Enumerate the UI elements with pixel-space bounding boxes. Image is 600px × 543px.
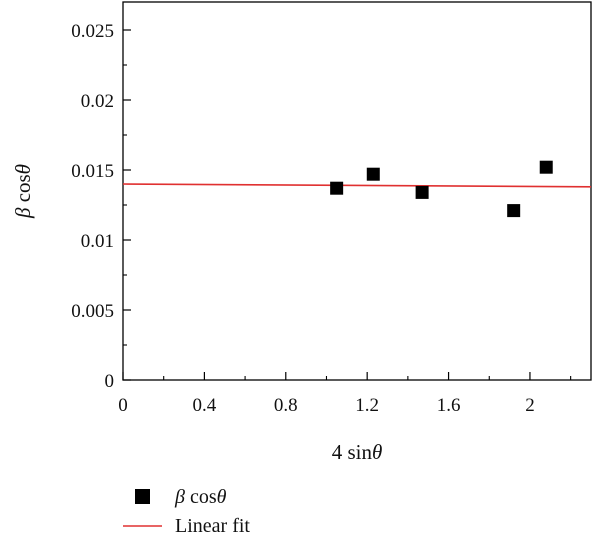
- y-tick-label: 0.005: [71, 301, 114, 322]
- x-tick-label: 0: [118, 395, 128, 416]
- data-points-layer: [330, 160, 553, 218]
- x-axis-label: 4 sinθ: [332, 440, 383, 464]
- x-tick-label: 0.8: [274, 395, 298, 416]
- data-point: [539, 160, 553, 174]
- fit-line-layer: [122, 183, 592, 188]
- x-tick-label: 2: [525, 395, 535, 416]
- y-tick-label: 0.01: [81, 231, 114, 252]
- y-tick-label: 0: [105, 371, 115, 392]
- y-axis-ticks: 0 0.005 0.01 0.015 0.02 0.025: [71, 21, 131, 392]
- x-tick-label: 0.4: [193, 395, 217, 416]
- x-tick-label: 1.2: [355, 395, 379, 416]
- x-axis-ticks: 0 0.4 0.8 1.2 1.6 2: [118, 372, 572, 416]
- y-tick-label: 0.015: [71, 161, 114, 182]
- legend: β cosθ Linear fit: [123, 486, 250, 537]
- plot-frame: [122, 1, 592, 381]
- data-point: [366, 167, 380, 181]
- legend-line-label: Linear fit: [175, 515, 250, 537]
- linear-fit-line: [122, 183, 592, 188]
- y-tick-label: 0.02: [81, 91, 114, 112]
- data-point: [330, 181, 344, 195]
- y-tick-label: 0.025: [71, 21, 114, 42]
- legend-scatter-label: β cosθ: [174, 486, 227, 508]
- data-point: [507, 204, 521, 218]
- data-point: [415, 185, 429, 199]
- x-tick-label: 1.6: [437, 395, 461, 416]
- y-axis-label: β cosθ: [11, 164, 35, 219]
- legend-scatter-marker: [135, 489, 150, 504]
